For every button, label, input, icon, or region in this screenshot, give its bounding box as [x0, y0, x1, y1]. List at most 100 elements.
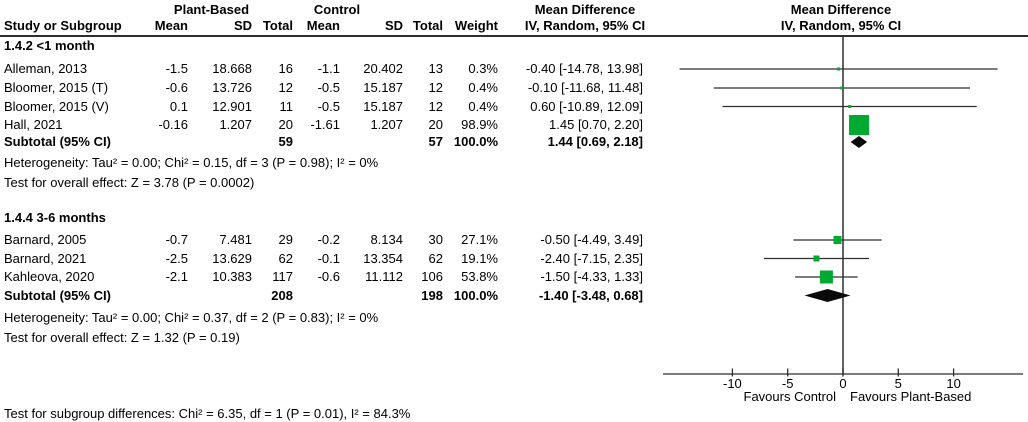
ci-text-cell: -0.50 [-4.49, 3.49] [540, 232, 643, 247]
effect-square [813, 255, 820, 262]
effect-square [837, 67, 841, 71]
study-name-cell: Barnard, 2021 [4, 250, 87, 266]
mean-t-cell: -0.6 [165, 80, 188, 95]
overall-effect-line: Test for overall effect: Z = 3.78 (P = 0… [4, 175, 255, 190]
mean-t-cell: -1.5 [165, 61, 188, 76]
subtotal-diamond [804, 289, 851, 302]
mean-c-cell: -0.1 [317, 250, 340, 266]
mean-t-cell: -2.5 [165, 250, 188, 266]
effect-square [840, 86, 844, 90]
sd-t-cell: 12.901 [212, 98, 252, 114]
sd-c-cell: 11.112 [365, 269, 403, 284]
n-c-cell: 13 [428, 61, 443, 76]
sd-c-cell: 13.354 [363, 250, 403, 266]
weight-cell: 98.9% [461, 117, 498, 132]
n-t-cell: 117 [272, 269, 293, 284]
study-name-cell: Alleman, 2013 [4, 61, 88, 76]
n-c-cell: 106 [421, 269, 443, 284]
sd-c-cell: 8.134 [370, 232, 403, 247]
n-t-cell: 11 [279, 98, 294, 114]
ci-text-cell: -1.50 [-4.33, 1.33] [540, 269, 643, 284]
axis-tick-label: 5 [894, 376, 902, 391]
mean-c-cell: -0.6 [317, 269, 340, 284]
column-header-mean-control: Mean [306, 18, 340, 33]
effect-text-header-line2: IV, Random, 95% CI [524, 18, 646, 33]
n-t-cell: 62 [278, 250, 293, 266]
column-header-study: Study or Subgroup [4, 18, 122, 33]
plot-header-line1: Mean Difference [790, 2, 892, 17]
weight-cell: 53.8% [461, 269, 498, 284]
heterogeneity-line: Heterogeneity: Tau² = 0.00; Chi² = 0.37,… [4, 310, 379, 325]
sd-c-cell: 20.402 [363, 61, 403, 76]
ci-text-cell: -0.40 [-14.78, 13.98] [525, 61, 643, 76]
n-c-cell: 12 [428, 98, 443, 114]
sd-t-cell: 18.668 [212, 61, 252, 76]
axis-tick-label: -10 [722, 376, 742, 391]
sd-t-cell: 13.726 [212, 80, 252, 95]
column-header-sd-control: SD [384, 18, 403, 33]
overall-effect-line: Test for overall effect: Z = 1.32 (P = 0… [4, 330, 240, 345]
effect-square [848, 105, 852, 108]
study-name-cell: Bloomer, 2015 (V) [4, 98, 109, 114]
subtotal-weight-cell: 100.0% [453, 134, 498, 149]
column-header-total-control: Total [412, 18, 443, 33]
sd-t-cell: 10.383 [212, 269, 252, 284]
mean-c-cell: -1.1 [317, 61, 340, 76]
treatment-group-header: Plant-Based [173, 2, 250, 17]
weight-cell: 0.4% [468, 98, 498, 114]
sd-t-cell: 7.481 [219, 232, 252, 247]
subtotal-total-treatment-cell: 208 [271, 287, 293, 303]
axis-tick-label: -5 [781, 376, 794, 391]
subtotal-label-cell: Subtotal (95% CI) [4, 287, 111, 303]
n-c-cell: 62 [428, 250, 443, 266]
mean-t-cell: -0.7 [165, 232, 188, 247]
mean-c-cell: -0.5 [317, 80, 340, 95]
study-name-cell: Bloomer, 2015 (T) [4, 80, 109, 95]
subgroup-title: 1.4.4 3-6 months [4, 210, 106, 225]
n-t-cell: 20 [278, 117, 293, 132]
n-c-cell: 30 [428, 232, 443, 247]
weight-cell: 19.1% [461, 250, 498, 266]
sd-t-cell: 1.207 [219, 117, 252, 132]
weight-cell: 27.1% [461, 232, 498, 247]
study-name-cell: Hall, 2021 [4, 117, 63, 132]
ci-text-cell: 0.60 [-10.89, 12.09] [530, 98, 643, 114]
study-name-cell: Barnard, 2005 [4, 232, 87, 247]
axis-tick-label: 10 [946, 376, 961, 391]
column-header-total-treatment: Total [262, 18, 293, 33]
n-t-cell: 16 [278, 61, 293, 76]
mean-t-cell: 0.1 [169, 98, 188, 114]
subtotal-total-control-cell: 57 [428, 134, 443, 149]
subtotal-diamond [850, 136, 868, 148]
sd-t-cell: 13.629 [212, 250, 252, 266]
effect-square [849, 115, 870, 135]
axis-tick-label: 0 [839, 376, 847, 391]
sd-c-cell: 15.187 [363, 80, 403, 95]
subgroup-differences-line: Test for subgroup differences: Chi² = 6.… [4, 406, 411, 421]
n-t-cell: 12 [278, 80, 293, 95]
ci-text-cell: 1.45 [0.70, 2.20] [549, 117, 643, 132]
subtotal-ci-cell: -1.40 [-3.48, 0.68] [538, 287, 643, 303]
effect-square [819, 270, 833, 284]
subgroup-title: 1.4.2 <1 month [4, 38, 95, 53]
mean-c-cell: -0.2 [317, 232, 340, 247]
n-c-cell: 20 [428, 117, 443, 132]
subtotal-total-treatment-cell: 59 [278, 134, 293, 149]
subtotal-weight-cell: 100.0% [453, 287, 498, 303]
header-divider [0, 35, 1028, 37]
column-header-weight: Weight [454, 18, 498, 33]
control-group-header: Control [313, 2, 361, 17]
subtotal-total-control-cell: 198 [421, 287, 443, 303]
ci-text-cell: -0.10 [-11.68, 11.48] [527, 80, 643, 95]
mean-c-cell: -1.61 [310, 117, 340, 132]
column-header-sd-treatment: SD [233, 18, 252, 33]
n-c-cell: 12 [428, 80, 443, 95]
favours-left-label: Favours Control [743, 389, 836, 404]
favours-right-label: Favours Plant-Based [850, 389, 972, 404]
study-name-cell: Kahleova, 2020 [4, 269, 95, 284]
sd-c-cell: 15.187 [363, 98, 403, 114]
n-t-cell: 29 [278, 232, 293, 247]
heterogeneity-line: Heterogeneity: Tau² = 0.00; Chi² = 0.15,… [4, 155, 379, 170]
weight-cell: 0.4% [468, 80, 498, 95]
